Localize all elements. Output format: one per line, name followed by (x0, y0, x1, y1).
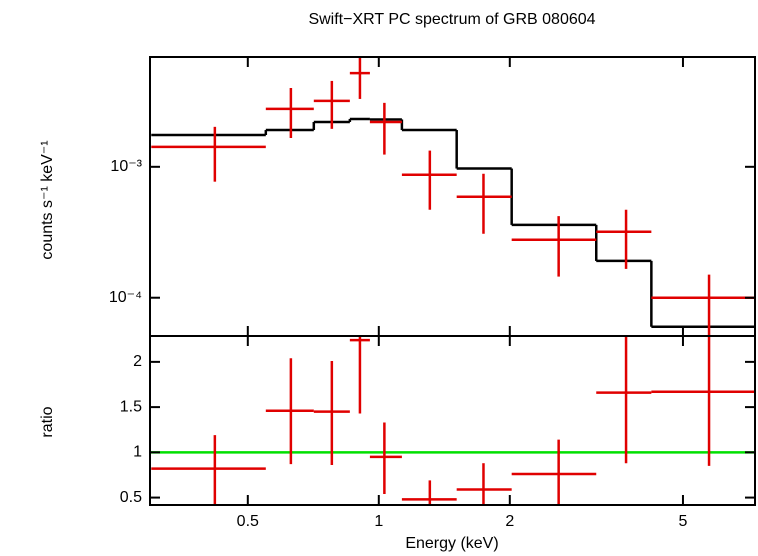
y-tick-label: 1 (133, 444, 142, 461)
y-tick-label: 0.5 (120, 489, 142, 506)
x-tick-label: 1 (374, 513, 383, 530)
y-tick-label: 10⁻³ (110, 158, 142, 175)
y-tick-label: 2 (133, 353, 142, 370)
y-tick-label: 10⁻⁴ (109, 289, 142, 306)
panel-frame (149, 335, 756, 506)
chart-title: Swift−XRT PC spectrum of GRB 080604 (308, 11, 595, 28)
x-tick-label: 0.5 (237, 513, 259, 530)
x-axis-label: Energy (keV) (405, 535, 498, 552)
panel-frame (149, 56, 756, 337)
plot-area (150, 336, 755, 505)
y-axis-label: ratio (39, 406, 56, 437)
y-tick-label: 1.5 (120, 398, 142, 415)
y-axis-label: counts s⁻¹ keV⁻¹ (39, 140, 56, 259)
plot-area (151, 57, 755, 336)
axes: 10⁻⁴ 10⁻³ 0.5 1 2 5 0.5 1 1.5 2 (109, 57, 755, 530)
x-tick-label: 5 (679, 513, 688, 530)
x-tick-label: 2 (505, 513, 514, 530)
